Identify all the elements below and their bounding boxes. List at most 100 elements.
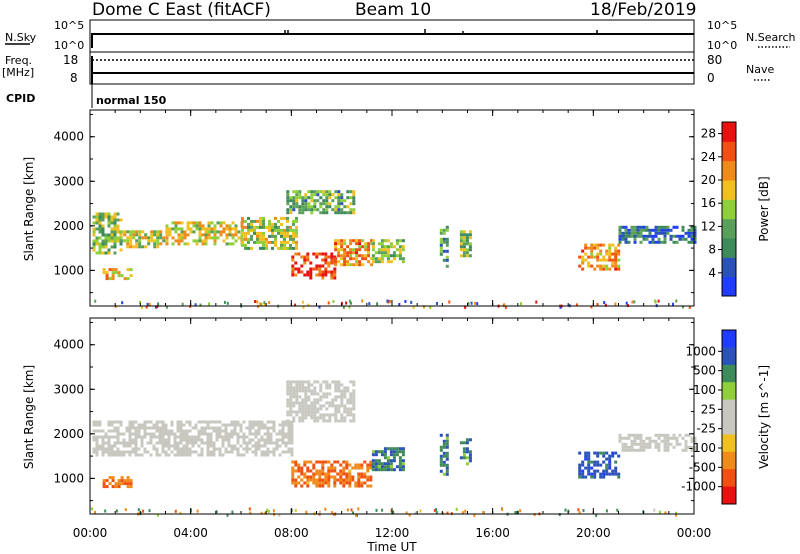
- data-cell: [371, 239, 375, 243]
- data-cell: [289, 205, 293, 209]
- data-cell: [445, 463, 449, 467]
- data-cell: [666, 439, 670, 443]
- data-cell: [248, 429, 252, 433]
- data-cell: [283, 216, 286, 220]
- data-cell: [209, 450, 213, 454]
- data-cell: [295, 398, 299, 402]
- data-cell: [462, 453, 466, 457]
- data-cell: [316, 416, 320, 420]
- data-cell: [277, 225, 280, 229]
- data-cell: [584, 246, 588, 250]
- data-cell: [349, 395, 353, 399]
- data-cell: [95, 251, 99, 255]
- data-cell: [349, 413, 353, 417]
- data-cell: [280, 228, 283, 232]
- data-cell: [239, 435, 243, 439]
- data-cell: [116, 438, 120, 442]
- data-cell: [319, 383, 323, 387]
- data-cell: [334, 257, 338, 261]
- data-cell: [128, 438, 132, 442]
- y-tick-label: 4000: [53, 130, 84, 144]
- data-cell: [253, 219, 256, 223]
- data-cell: [104, 215, 108, 219]
- data-cell: [271, 228, 274, 232]
- data-cell: [289, 234, 292, 238]
- data-cell: [167, 441, 171, 445]
- data-cell: [336, 472, 340, 476]
- data-cell: [386, 260, 390, 264]
- data-cell: [605, 463, 609, 467]
- data-cell: [92, 447, 96, 451]
- data-cell: [337, 205, 341, 209]
- data-cell: [183, 230, 187, 234]
- data-cell: [639, 445, 643, 449]
- data-cell: [101, 212, 105, 216]
- data-cell: [596, 463, 600, 467]
- data-cell: [101, 251, 105, 255]
- data-cell: [251, 423, 255, 427]
- data-cell: [312, 472, 316, 476]
- data-cell: [307, 205, 311, 209]
- data-cell: [286, 392, 290, 396]
- data-cell: [681, 234, 685, 238]
- data-cell: [633, 228, 637, 232]
- data-cell: [291, 255, 295, 259]
- data-cell: [245, 435, 249, 439]
- data-cell: [245, 444, 249, 448]
- data-cell: [304, 208, 308, 212]
- data-cell: [294, 484, 298, 488]
- data-cell: [439, 457, 443, 461]
- data-cell: [343, 395, 347, 399]
- data-cell: [340, 392, 344, 396]
- data-cell: [128, 444, 132, 448]
- data-cell: [101, 245, 105, 249]
- data-cell: [395, 248, 399, 252]
- data-cell: [330, 475, 334, 479]
- data-cell: [95, 221, 99, 225]
- data-cell: [104, 435, 108, 439]
- speckle-cell: [414, 511, 417, 515]
- data-cell: [442, 439, 446, 443]
- data-cell: [322, 419, 326, 423]
- data-cell: [599, 264, 603, 268]
- data-cell: [239, 429, 243, 433]
- data-cell: [177, 242, 181, 246]
- data-cell: [614, 246, 618, 250]
- data-cell: [346, 263, 350, 267]
- data-cell: [290, 423, 294, 427]
- data-cell: [174, 239, 178, 243]
- data-cell: [324, 460, 328, 464]
- data-cell: [231, 227, 235, 231]
- data-cell: [113, 251, 117, 255]
- speckle-cell: [248, 507, 251, 511]
- data-cell: [92, 420, 96, 424]
- data-cell: [316, 410, 320, 414]
- data-cell: [244, 237, 247, 241]
- data-cell: [95, 242, 99, 246]
- data-cell: [330, 463, 334, 467]
- data-cell: [639, 234, 643, 238]
- speckle-cell: [688, 305, 691, 309]
- data-cell: [618, 225, 622, 229]
- data-cell: [351, 475, 355, 479]
- colorbar-tick-label: -500: [689, 460, 716, 474]
- data-cell: [292, 202, 296, 206]
- data-cell: [624, 234, 628, 238]
- speckle-cell: [515, 510, 518, 514]
- data-cell: [128, 441, 132, 445]
- data-cell: [307, 404, 311, 408]
- data-cell: [321, 463, 325, 467]
- data-cell: [361, 263, 365, 267]
- data-cell: [307, 407, 311, 411]
- data-cell: [102, 479, 106, 483]
- colorbar-swatch: [722, 451, 736, 470]
- speckle-cell: [682, 305, 684, 309]
- data-cell: [110, 444, 114, 448]
- data-cell: [186, 224, 190, 228]
- data-cell: [645, 225, 649, 229]
- data-cell: [289, 395, 293, 399]
- data-cell: [191, 435, 195, 439]
- data-cell: [636, 433, 640, 437]
- data-cell: [614, 469, 618, 473]
- data-cell: [439, 460, 443, 464]
